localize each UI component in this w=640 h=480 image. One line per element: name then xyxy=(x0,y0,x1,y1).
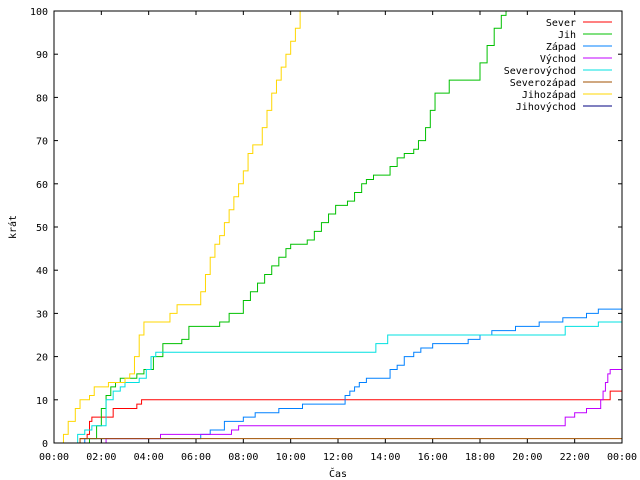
legend-label-severozapad: Severozápad xyxy=(510,77,576,89)
plot-series-group xyxy=(54,11,622,443)
x-tick-label: 16:00 xyxy=(418,452,448,463)
x-axis-title: Čas xyxy=(329,467,347,480)
x-tick-label: 08:00 xyxy=(228,452,258,463)
y-tick-label: 30 xyxy=(36,309,48,320)
series-line-severozapad xyxy=(54,438,622,443)
legend-label-severovychod: Severovýchod xyxy=(504,65,576,77)
legend-label-jih: Jih xyxy=(558,30,576,41)
x-tick-label: 04:00 xyxy=(134,452,164,463)
y-tick-label: 40 xyxy=(36,266,48,277)
y-tick-label: 70 xyxy=(36,137,48,148)
y-tick-label: 10 xyxy=(36,396,48,407)
legend-label-zapad: Západ xyxy=(546,41,576,53)
x-tick-label: 00:00 xyxy=(39,452,69,463)
legend-label-sever: Sever xyxy=(546,18,576,29)
series-line-zapad xyxy=(54,308,622,443)
x-tick-label: 00:00 xyxy=(607,452,637,463)
series-line-severovychod xyxy=(54,321,622,443)
x-tick-label: 12:00 xyxy=(323,452,353,463)
x-tick-label: 14:00 xyxy=(370,452,400,463)
y-tick-label: 20 xyxy=(36,353,48,364)
x-tick-label: 06:00 xyxy=(181,452,211,463)
y-axis-ticks: 0 10 20 30 40 50 60 70 80 90 100 xyxy=(30,7,622,450)
x-tick-label: 02:00 xyxy=(86,452,116,463)
y-tick-label: 50 xyxy=(36,223,48,234)
y-tick-label: 90 xyxy=(36,50,48,61)
x-axis-ticks: 00:00 02:00 04:00 06:00 08:00 10:00 12:00 14:00… xyxy=(39,11,637,463)
x-tick-label: 10:00 xyxy=(276,452,306,463)
y-tick-label: 100 xyxy=(30,7,48,18)
series-line-vychod xyxy=(54,369,622,443)
legend-label-jihovychod: Jihovýchod xyxy=(516,101,576,113)
x-tick-label: 20:00 xyxy=(512,452,542,463)
legend-label-vychod: Východ xyxy=(540,53,576,65)
y-tick-label: 0 xyxy=(42,439,48,450)
series-line-jihozapad xyxy=(54,11,301,443)
y-tick-label: 60 xyxy=(36,180,48,191)
series-line-sever xyxy=(54,390,622,443)
legend-label-jihozapad: Jihozápad xyxy=(522,89,576,101)
x-tick-label: 22:00 xyxy=(560,452,590,463)
series-line-jih xyxy=(54,11,507,443)
y-tick-label: 80 xyxy=(36,93,48,104)
legend: SeverJihZápadVýchodSeverovýchodSeverozáp… xyxy=(504,18,612,113)
x-tick-label: 18:00 xyxy=(465,452,495,463)
y-axis-title: krát xyxy=(7,215,19,239)
